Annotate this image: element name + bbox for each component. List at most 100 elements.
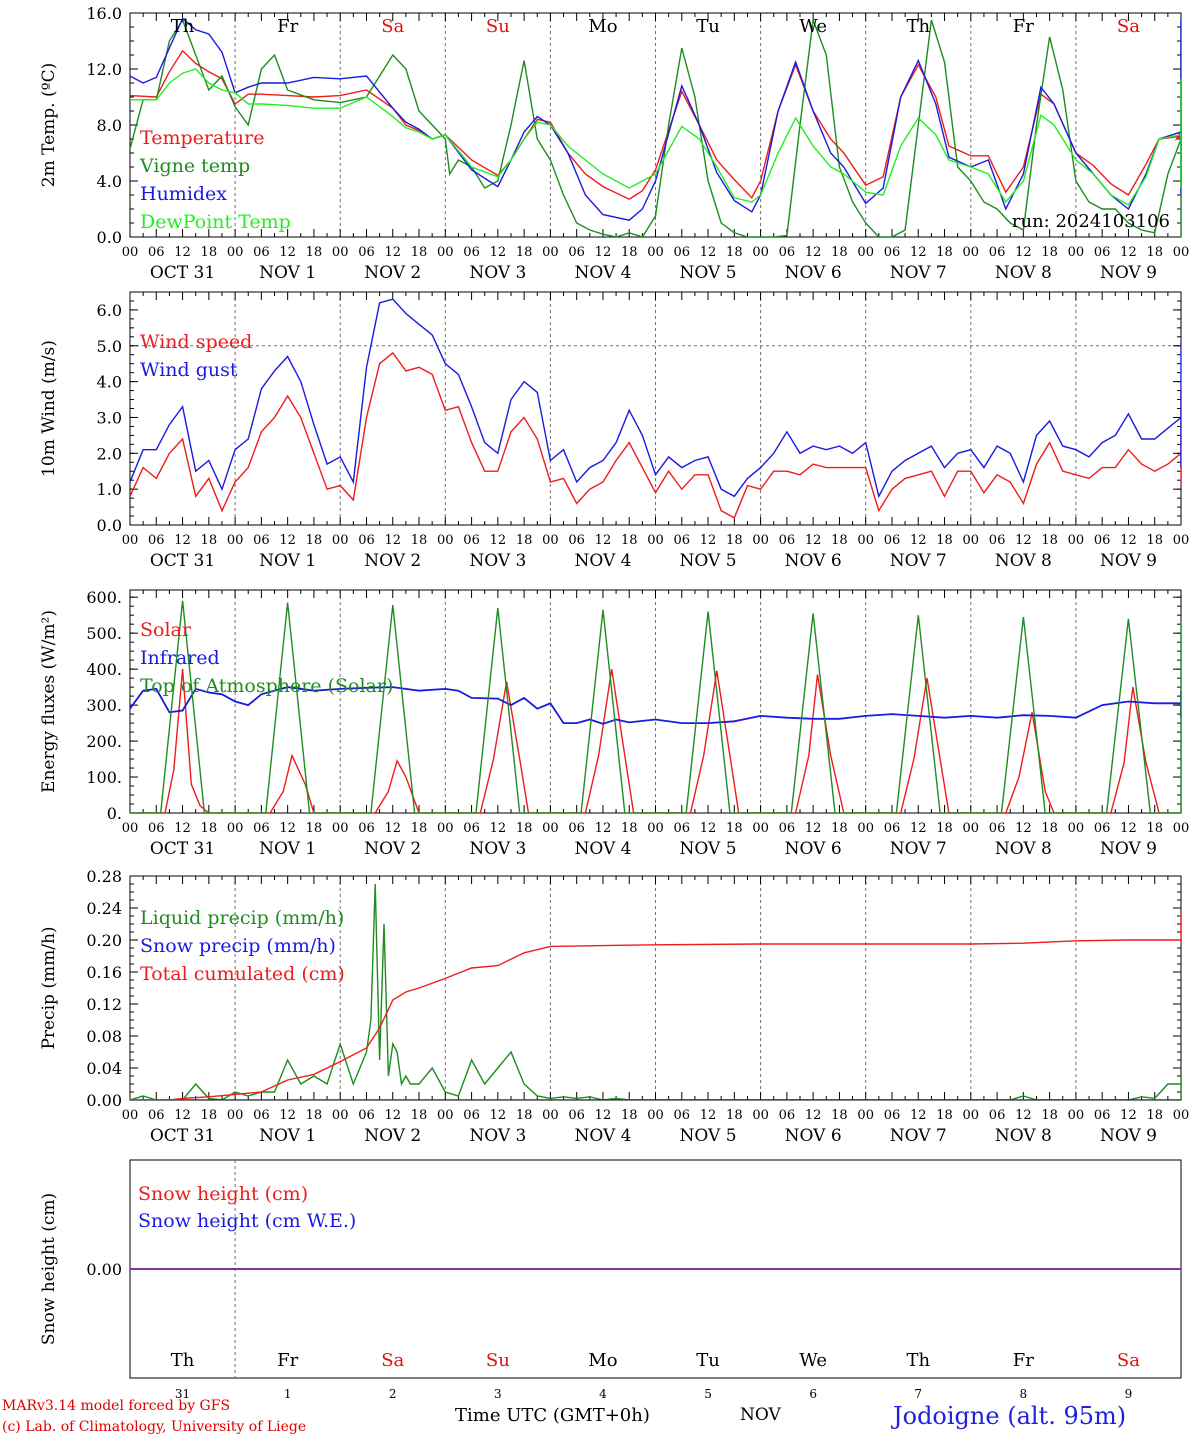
energy-hour-label: 06 xyxy=(463,821,480,836)
temperature-hour-label: 12 xyxy=(174,245,191,260)
energy-date-label: NOV 5 xyxy=(680,839,737,859)
energy-series-solar xyxy=(130,668,1181,813)
precip-hour-label: 18 xyxy=(411,1108,428,1123)
wind-date-label: OCT 31 xyxy=(150,551,215,571)
lab-credit: (c) Lab. of Climatology, University of L… xyxy=(2,1419,307,1435)
wind-hour-label: 12 xyxy=(490,533,507,548)
precip-hour-label: 06 xyxy=(1094,1108,1111,1123)
precip-hour-label: 12 xyxy=(279,1108,296,1123)
wind-y-tick-label: 4.0 xyxy=(97,373,122,392)
temperature-hour-label: 18 xyxy=(621,245,638,260)
energy-hour-label: 18 xyxy=(516,821,533,836)
energy-hour-label: 18 xyxy=(411,821,428,836)
wind-y-tick-label: 5.0 xyxy=(97,337,122,356)
wind-hour-label: 00 xyxy=(122,533,139,548)
weekday-label: Sa xyxy=(381,1350,404,1371)
energy-legend-entry: Solar xyxy=(140,619,192,641)
temperature-hour-label: 00 xyxy=(963,245,980,260)
energy-hour-label: 18 xyxy=(621,821,638,836)
weekday-label: Sa xyxy=(1117,16,1140,37)
wind-hour-label: 06 xyxy=(674,533,691,548)
weekday-label: Su xyxy=(486,1350,510,1371)
x-axis-title: Time UTC (GMT+0h) xyxy=(455,1405,650,1426)
temperature-date-label: NOV 7 xyxy=(890,263,947,283)
energy-hour-label: 06 xyxy=(884,821,901,836)
temperature-date-label: NOV 6 xyxy=(785,263,842,283)
precip-hour-label: 06 xyxy=(989,1108,1006,1123)
weekday-label: We xyxy=(799,1350,827,1371)
temperature-hour-label: 00 xyxy=(647,245,664,260)
wind-hour-label: 18 xyxy=(201,533,218,548)
wind-legend-entry: Wind speed xyxy=(140,331,252,353)
temperature-hour-label: 06 xyxy=(568,245,585,260)
day-number-label: 31 xyxy=(175,1387,190,1401)
temperature-hour-label: 06 xyxy=(779,245,796,260)
precip-hour-label: 12 xyxy=(700,1108,717,1123)
precip-hour-label: 00 xyxy=(1173,1108,1190,1123)
wind-hour-label: 18 xyxy=(1041,533,1058,548)
precip-hour-label: 06 xyxy=(674,1108,691,1123)
precip-y-tick-label: 0.12 xyxy=(86,995,122,1014)
weekday-label: We xyxy=(799,16,827,37)
wind-hour-label: 18 xyxy=(516,533,533,548)
energy-legend-entry: Top of Atmosphere (Solar) xyxy=(140,675,393,697)
energy-hour-label: 00 xyxy=(752,821,769,836)
precip-hour-label: 18 xyxy=(936,1108,953,1123)
energy-hour-label: 18 xyxy=(726,821,743,836)
snow-y-axis-label: Snow height (cm) xyxy=(39,1193,59,1345)
precip-hour-label: 12 xyxy=(490,1108,507,1123)
energy-date-label: NOV 3 xyxy=(469,839,526,859)
precip-hour-label: 18 xyxy=(1146,1108,1163,1123)
temperature-hour-label: 00 xyxy=(437,245,454,260)
precip-hour-label: 06 xyxy=(148,1108,165,1123)
temperature-y-tick-label: 0.0 xyxy=(97,228,122,247)
wind-hour-label: 12 xyxy=(910,533,927,548)
energy-hour-label: 12 xyxy=(1015,821,1032,836)
wind-hour-label: 12 xyxy=(384,533,401,548)
wind-hour-label: 00 xyxy=(437,533,454,548)
temperature-date-label: NOV 9 xyxy=(1100,263,1157,283)
wind-hour-label: 00 xyxy=(1068,533,1085,548)
precip-legend-entry: Snow precip (mm/h) xyxy=(140,935,336,957)
temperature-hour-label: 18 xyxy=(936,245,953,260)
temperature-hour-label: 00 xyxy=(857,245,874,260)
precip-hour-label: 18 xyxy=(201,1108,218,1123)
energy-legend-entry: Infrared xyxy=(140,647,220,669)
temperature-y-tick-label: 4.0 xyxy=(97,172,122,191)
precip-y-tick-label: 0.00 xyxy=(86,1091,122,1110)
energy-date-label: NOV 1 xyxy=(259,839,316,859)
temperature-hour-label: 06 xyxy=(989,245,1006,260)
precip-hour-label: 18 xyxy=(516,1108,533,1123)
energy-hour-label: 00 xyxy=(647,821,664,836)
wind-hour-label: 12 xyxy=(805,533,822,548)
wind-hour-label: 12 xyxy=(1120,533,1137,548)
day-number-label: 7 xyxy=(914,1387,922,1401)
precip-date-label: NOV 6 xyxy=(785,1126,842,1146)
wind-legend-entry: Wind gust xyxy=(140,359,238,381)
wind-hour-label: 18 xyxy=(306,533,323,548)
energy-hour-label: 18 xyxy=(1146,821,1163,836)
precip-hour-label: 00 xyxy=(122,1108,139,1123)
weekday-label: Th xyxy=(171,16,195,37)
temperature-hour-label: 12 xyxy=(1015,245,1032,260)
wind-hour-label: 12 xyxy=(700,533,717,548)
wind-y-tick-label: 1.0 xyxy=(97,480,122,499)
energy-hour-label: 00 xyxy=(542,821,559,836)
weekday-label: Th xyxy=(906,1350,930,1371)
temperature-hour-label: 18 xyxy=(411,245,428,260)
temperature-series-vigne-temp xyxy=(130,18,1181,237)
wind-date-label: NOV 6 xyxy=(785,551,842,571)
month-label: NOV xyxy=(740,1405,781,1425)
temperature-hour-label: 06 xyxy=(463,245,480,260)
weekday-label: Mo xyxy=(588,16,617,37)
weekday-label: Fr xyxy=(1013,16,1034,37)
precip-date-label: NOV 8 xyxy=(995,1126,1052,1146)
energy-hour-label: 00 xyxy=(332,821,349,836)
precip-hour-label: 06 xyxy=(779,1108,796,1123)
precip-hour-label: 00 xyxy=(332,1108,349,1123)
wind-date-label: NOV 8 xyxy=(995,551,1052,571)
weekday-label: Sa xyxy=(381,16,404,37)
day-number-label: 4 xyxy=(599,1387,607,1401)
energy-hour-label: 00 xyxy=(227,821,244,836)
wind-hour-label: 18 xyxy=(621,533,638,548)
